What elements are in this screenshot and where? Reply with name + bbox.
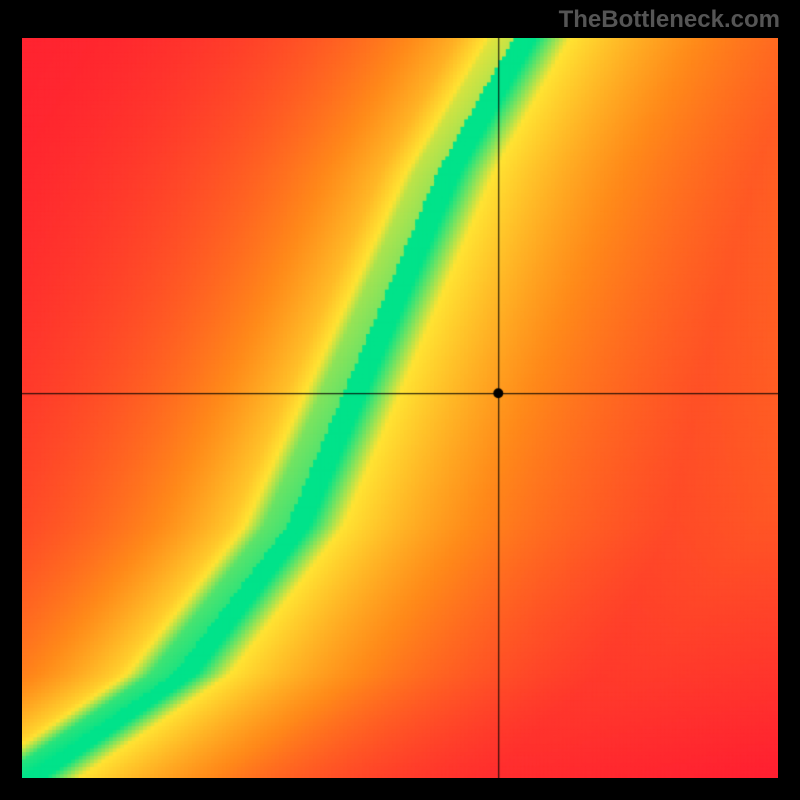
bottleneck-heatmap xyxy=(22,38,778,778)
watermark-text: TheBottleneck.com xyxy=(559,6,780,34)
